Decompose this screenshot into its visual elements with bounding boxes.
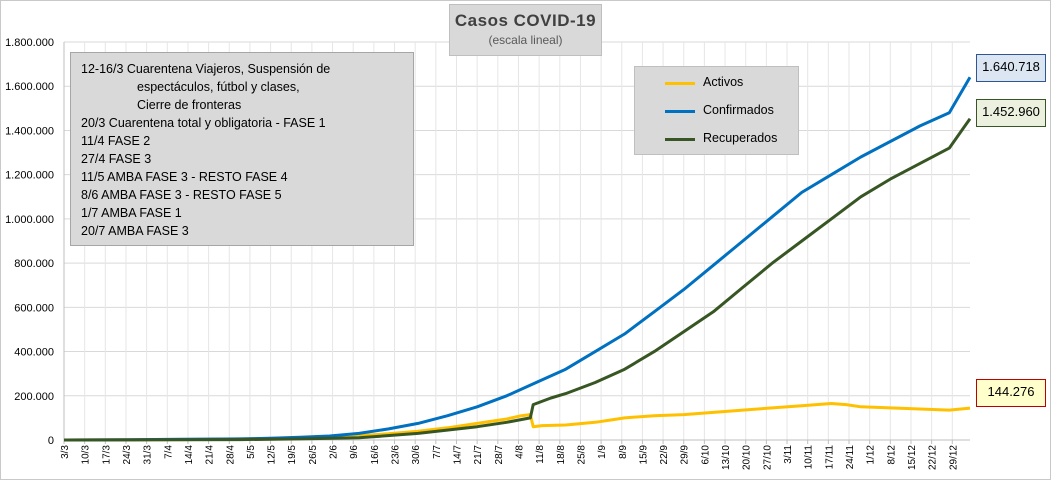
y-tick-label: 1.800.000	[5, 37, 54, 49]
x-tick-label: 15/12	[907, 445, 918, 470]
x-tick-label: 22/12	[928, 445, 939, 470]
x-tick-label: 4/8	[514, 445, 525, 459]
x-tick-label: 27/10	[762, 445, 773, 470]
note-line: 1/7 AMBA FASE 1	[81, 206, 182, 220]
x-tick-label: 8/12	[886, 445, 897, 465]
x-tick-label: 10/11	[804, 445, 815, 470]
x-tick-label: 24/11	[845, 445, 856, 470]
x-tick-label: 19/5	[287, 445, 298, 465]
x-tick-label: 22/9	[659, 445, 670, 465]
x-tick-label: 14/7	[453, 445, 464, 465]
x-tick-label: 11/8	[535, 445, 546, 464]
x-tick-label: 12/5	[267, 445, 278, 465]
x-tick-label: 7/7	[432, 445, 443, 459]
series-line-recuperados	[63, 117, 972, 442]
y-tick-label: 1.000.000	[5, 214, 54, 226]
legend-label-confirmados: Confirmados	[703, 103, 774, 117]
confirmados-end-label: 1.640.718	[976, 54, 1046, 82]
recuperados-end-label: 1.452.960	[976, 99, 1046, 127]
x-tick-label: 2/6	[329, 445, 340, 459]
x-tick-label: 1/9	[597, 445, 608, 459]
legend-swatch-activos	[665, 82, 695, 85]
x-tick-label: 21/7	[473, 445, 484, 465]
x-tick-label: 3/11	[783, 445, 794, 464]
y-tick-label: 1.200.000	[5, 170, 54, 182]
x-tick-label: 29/12	[948, 445, 959, 470]
activos-end-label: 144.276	[976, 379, 1046, 407]
y-tick-label: 600.000	[14, 302, 54, 314]
note-line: 12-16/3 Cuarentena Viajeros, Suspensión …	[81, 62, 331, 76]
x-tick-label: 28/7	[494, 445, 505, 465]
chart-subtitle: (escala lineal)	[488, 33, 563, 47]
x-tick-label: 5/5	[246, 445, 257, 459]
note-line: 27/4 FASE 3	[81, 152, 152, 166]
x-tick-label: 26/5	[308, 445, 319, 465]
x-tick-label: 21/4	[205, 445, 216, 465]
note-line: 11/5 AMBA FASE 3 - RESTO FASE 4	[81, 170, 288, 184]
note-line: Cierre de fronteras	[137, 98, 242, 112]
x-tick-label: 17/3	[101, 445, 112, 465]
x-tick-label: 10/3	[81, 445, 92, 465]
legend-label-recuperados: Recuperados	[703, 131, 778, 145]
y-tick-label: 0	[48, 435, 54, 447]
x-tick-label: 30/6	[411, 445, 422, 465]
legend-swatch-recuperados	[665, 138, 695, 141]
x-tick-label: 16/6	[370, 445, 381, 465]
legend-swatch-confirmados	[665, 110, 695, 113]
series-line-activos	[63, 402, 971, 442]
x-tick-label: 29/9	[680, 445, 691, 465]
notes-box: 12-16/3 Cuarentena Viajeros, Suspensión …	[70, 52, 414, 246]
y-tick-label: 200.000	[14, 391, 54, 403]
x-tick-label: 13/10	[721, 445, 732, 470]
note-line: 20/3 Cuarentena total y obligatoria - FA…	[81, 116, 326, 130]
x-tick-label: 24/3	[122, 445, 133, 465]
x-tick-label: 3/3	[60, 445, 71, 459]
x-tick-label: 9/6	[349, 445, 360, 459]
chart-title-box: Casos COVID-19 (escala lineal)	[449, 4, 602, 56]
y-tick-label: 800.000	[14, 258, 54, 270]
y-tick-label: 1.400.000	[5, 125, 54, 137]
chart-title: Casos COVID-19	[454, 11, 597, 30]
y-tick-label: 1.600.000	[5, 81, 54, 93]
x-tick-label: 1/12	[866, 445, 877, 465]
x-tick-label: 7/4	[163, 445, 174, 459]
note-line: 8/6 AMBA FASE 3 - RESTO FASE 5	[81, 188, 282, 202]
x-tick-label: 20/10	[742, 445, 753, 470]
x-tick-label: 23/6	[391, 445, 402, 465]
x-tick-label: 15/9	[638, 445, 649, 465]
y-tick-label: 400.000	[14, 347, 54, 359]
note-line: 11/4 FASE 2	[81, 134, 151, 148]
legend-label-activos: Activos	[703, 75, 744, 89]
x-tick-label: 28/4	[225, 445, 236, 465]
x-tick-label: 6/10	[700, 445, 711, 465]
x-tick-label: 17/11	[824, 445, 835, 470]
x-tick-label: 14/4	[184, 445, 195, 465]
x-tick-label: 31/3	[143, 445, 154, 465]
x-tick-label: 25/8	[576, 445, 587, 465]
x-tick-label: 18/8	[556, 445, 567, 465]
legend: Activos Confirmados Recuperados	[634, 66, 799, 155]
note-line: 20/7 AMBA FASE 3	[81, 224, 189, 238]
note-line: espectáculos, fútbol y clases,	[137, 80, 300, 94]
x-tick-label: 8/9	[618, 445, 629, 459]
